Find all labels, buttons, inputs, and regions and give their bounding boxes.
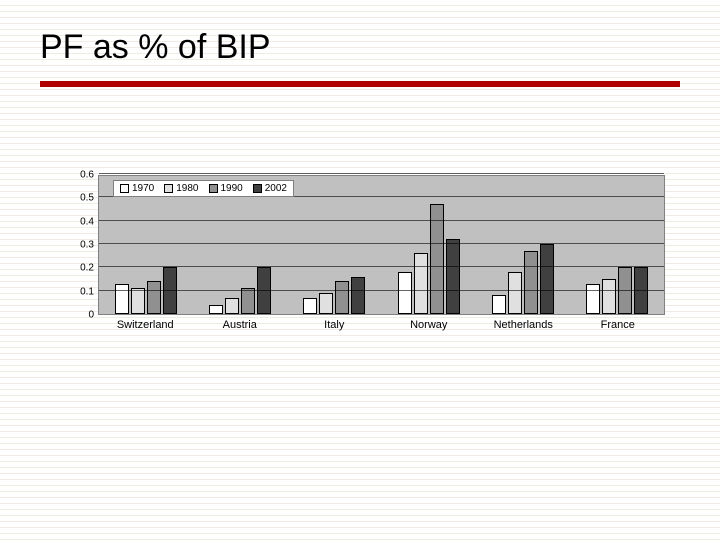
- legend-swatch: [164, 184, 173, 193]
- y-tick-label: 0.2: [80, 263, 94, 274]
- bar: [335, 281, 349, 314]
- bar: [257, 267, 271, 314]
- y-tick-label: 0.4: [80, 216, 94, 227]
- legend-label: 1970: [132, 183, 154, 194]
- legend-item: 2002: [253, 183, 287, 194]
- legend-swatch: [120, 184, 129, 193]
- legend-label: 2002: [265, 183, 287, 194]
- bar: [524, 251, 538, 314]
- slide: PF as % of BIP 00.10.20.30.40.50.6 19701…: [0, 0, 720, 540]
- x-tick-label: Italy: [287, 315, 382, 331]
- x-axis: SwitzerlandAustriaItalyNorwayNetherlands…: [98, 315, 665, 331]
- bar: [446, 239, 460, 314]
- legend-item: 1970: [120, 183, 154, 194]
- bar: [163, 267, 177, 314]
- y-axis: 00.10.20.30.40.50.6: [70, 175, 98, 315]
- bar-group: [586, 267, 648, 314]
- bar: [351, 277, 365, 314]
- x-tick-label: France: [571, 315, 666, 331]
- x-tick-label: Austria: [193, 315, 288, 331]
- bar: [634, 267, 648, 314]
- legend: 1970 1980 1990 2002: [113, 180, 294, 197]
- x-tick-label: Netherlands: [476, 315, 571, 331]
- grid-line: [99, 220, 664, 221]
- bar: [147, 281, 161, 314]
- legend-item: 1980: [164, 183, 198, 194]
- y-tick-label: 0.5: [80, 193, 94, 204]
- y-tick-label: 0: [88, 310, 94, 321]
- bar: [492, 295, 506, 314]
- legend-item: 1990: [209, 183, 243, 194]
- slide-title: PF as % of BIP: [40, 28, 680, 81]
- grid-line: [99, 290, 664, 291]
- bar: [508, 272, 522, 314]
- bar: [131, 288, 145, 314]
- bar: [398, 272, 412, 314]
- bar: [115, 284, 129, 314]
- bar: [319, 293, 333, 314]
- bar: [430, 204, 444, 314]
- plot-area: 1970 1980 1990 2002: [98, 175, 665, 315]
- bar: [209, 305, 223, 314]
- bar-group: [398, 204, 460, 314]
- bar: [540, 244, 554, 314]
- bar-group: [303, 277, 365, 314]
- bar: [586, 284, 600, 314]
- legend-label: 1990: [221, 183, 243, 194]
- bar-group: [209, 267, 271, 314]
- bar: [225, 298, 239, 314]
- title-underline: [40, 81, 680, 87]
- x-tick-label: Norway: [382, 315, 477, 331]
- y-tick-label: 0.1: [80, 286, 94, 297]
- bar: [618, 267, 632, 314]
- bar: [241, 288, 255, 314]
- bar: [414, 253, 428, 314]
- y-tick-label: 0.6: [80, 170, 94, 181]
- x-tick-label: Switzerland: [98, 315, 193, 331]
- title-area: PF as % of BIP: [0, 0, 720, 97]
- bar: [303, 298, 317, 314]
- chart: 00.10.20.30.40.50.6 1970198019902002 Swi…: [70, 175, 665, 331]
- legend-label: 1980: [176, 183, 198, 194]
- bar: [602, 279, 616, 314]
- bar-group: [492, 244, 554, 314]
- grid-line: [99, 243, 664, 244]
- grid-line: [99, 266, 664, 267]
- legend-swatch: [209, 184, 218, 193]
- bar-group: [115, 267, 177, 314]
- legend-swatch: [253, 184, 262, 193]
- grid-line: [99, 173, 664, 174]
- y-tick-label: 0.3: [80, 240, 94, 251]
